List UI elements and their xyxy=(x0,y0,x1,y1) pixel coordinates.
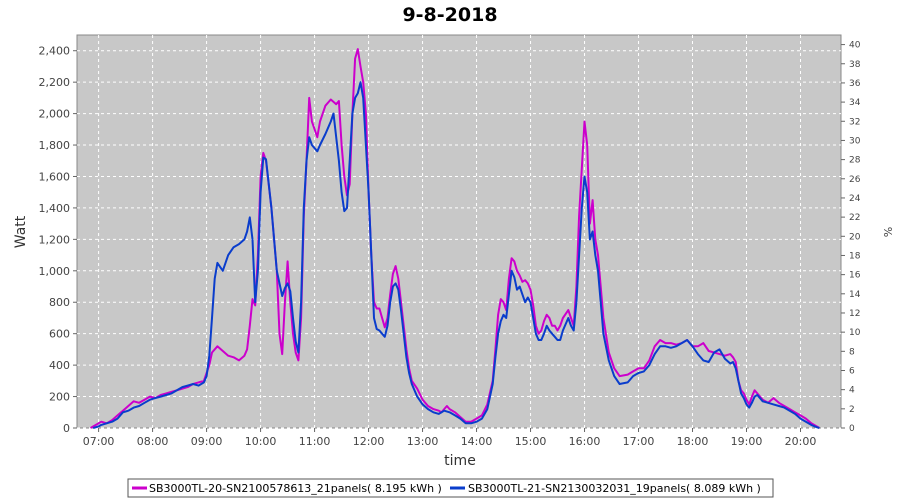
y2-tick-label: 2 xyxy=(849,405,855,415)
legend: SB3000TL-20-SN2100578613_21panels( 8.195… xyxy=(127,478,774,498)
y2-tick-label: 38 xyxy=(849,60,861,70)
y-axis-left: 0 200 400 600 800 1,000 1,200 1,400 1,600 1,800 2,… xyxy=(39,45,77,435)
y2-tick-label: 12 xyxy=(849,309,860,319)
y-tick-label: 400 xyxy=(49,359,70,372)
x-tick-label: 13:00 xyxy=(407,435,439,448)
y-tick-label: 200 xyxy=(49,391,70,404)
y2-tick-label: 6 xyxy=(849,366,855,376)
y-tick-label: 1,400 xyxy=(39,202,71,215)
chart-title: 9-8-2018 xyxy=(402,4,497,26)
legend-label-series-1: SB3000TL-20-SN2100578613_21panels( 8.195… xyxy=(149,482,442,495)
y-tick-label: 1,600 xyxy=(39,170,71,183)
x-tick-label: 16:00 xyxy=(569,435,601,448)
y-tick-label: 2,400 xyxy=(39,45,71,58)
x-tick-label: 11:00 xyxy=(299,435,331,448)
y-tick-label: 800 xyxy=(49,296,70,309)
y2-tick-label: 34 xyxy=(849,98,861,108)
plot-area xyxy=(76,34,842,429)
x-tick-label: 14:00 xyxy=(461,435,493,448)
y2-tick-label: 8 xyxy=(849,347,855,357)
x-tick-label: 09:00 xyxy=(191,435,223,448)
x-tick-label: 17:00 xyxy=(623,435,655,448)
y-tick-label: 1,800 xyxy=(39,139,71,152)
y2-tick-label: 22 xyxy=(849,213,860,223)
x-tick-label: 15:00 xyxy=(515,435,547,448)
y2-tick-label: 26 xyxy=(849,175,861,185)
y2-tick-label: 28 xyxy=(849,156,861,166)
y-tick-label: 1,000 xyxy=(39,265,71,278)
y2-tick-label: 32 xyxy=(849,117,860,127)
y2-tick-label: 36 xyxy=(849,79,861,89)
y2-tick-label: 10 xyxy=(849,328,861,338)
y-tick-label: 0 xyxy=(63,422,70,435)
y-tick-label: 2,000 xyxy=(39,108,71,121)
y-tick-label: 2,200 xyxy=(39,76,71,89)
x-tick-label: 12:00 xyxy=(353,435,385,448)
x-tick-label: 07:00 xyxy=(83,435,115,448)
y2-axis-label: % xyxy=(881,227,894,237)
y-tick-label: 600 xyxy=(49,328,70,341)
x-axis-label: time xyxy=(444,453,476,469)
x-tick-label: 10:00 xyxy=(245,435,277,448)
y2-tick-label: 30 xyxy=(849,136,861,146)
y2-tick-label: 14 xyxy=(849,290,861,300)
y2-tick-label: 20 xyxy=(849,232,861,242)
y2-tick-label: 18 xyxy=(849,251,861,261)
x-tick-label: 19:00 xyxy=(731,435,763,448)
x-tick-label: 18:00 xyxy=(677,435,709,448)
y2-tick-label: 4 xyxy=(849,386,855,396)
series-line-2 xyxy=(92,81,820,429)
x-tick-label: 08:00 xyxy=(137,435,169,448)
y2-tick-label: 0 xyxy=(849,424,855,434)
y2-tick-label: 40 xyxy=(849,41,861,51)
y2-tick-label: 16 xyxy=(849,271,861,281)
legend-label-series-2: SB3000TL-21-SN2130032031_19panels( 8.089… xyxy=(468,482,761,495)
y-axis-label: Watt xyxy=(13,215,29,248)
x-tick-label: 20:00 xyxy=(785,435,817,448)
y-tick-label: 1,200 xyxy=(39,233,71,246)
x-axis: 07:00 08:00 09:00 10:00 11:00 12:00 13:00 14:00… xyxy=(83,428,817,448)
grid-lines xyxy=(77,35,841,429)
series-layer xyxy=(90,48,820,429)
y2-tick-label: 24 xyxy=(849,194,861,204)
